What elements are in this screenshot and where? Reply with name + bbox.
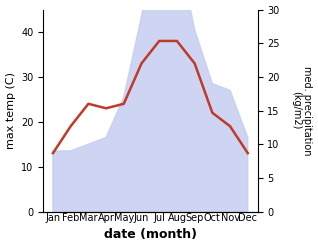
X-axis label: date (month): date (month) xyxy=(104,228,197,242)
Y-axis label: med. precipitation
(kg/m2): med. precipitation (kg/m2) xyxy=(291,66,313,155)
Y-axis label: max temp (C): max temp (C) xyxy=(5,72,16,149)
